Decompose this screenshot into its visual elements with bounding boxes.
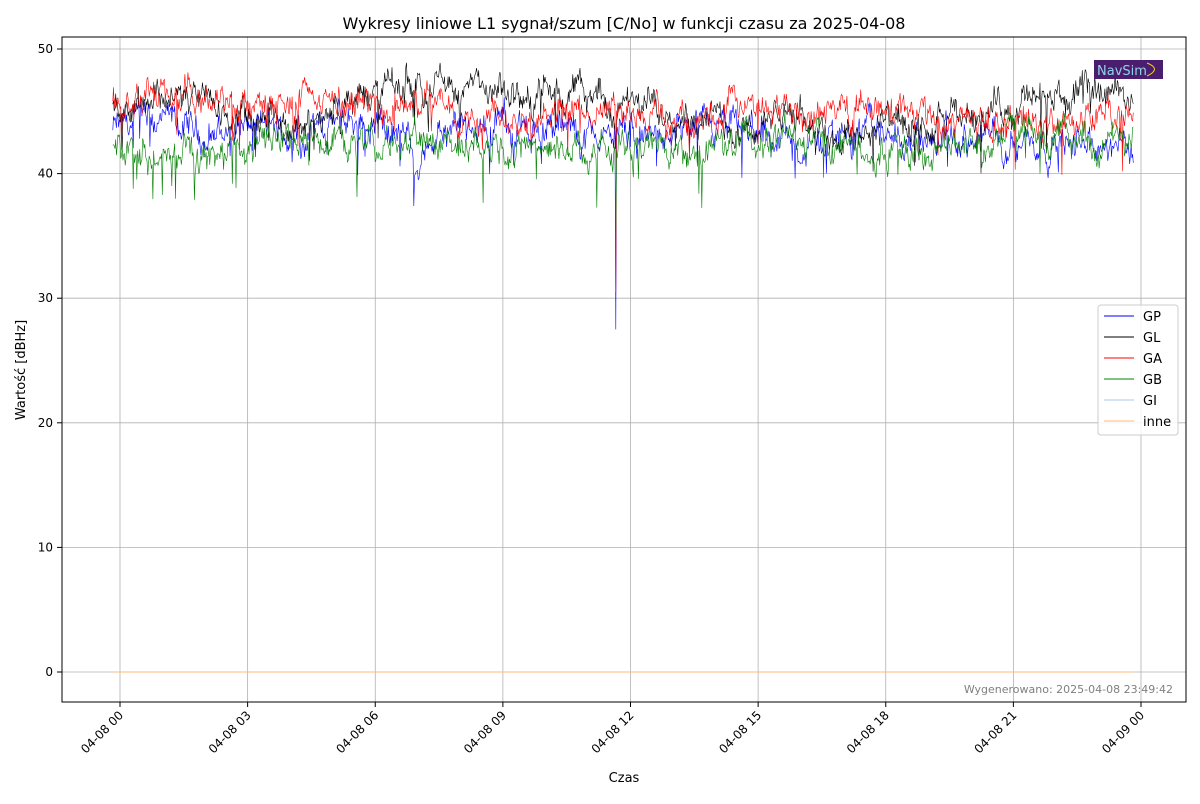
x-tick-label: 04-08 21: [971, 708, 1019, 756]
x-tick-label: 04-08 00: [78, 708, 126, 756]
legend-label: GI: [1143, 394, 1157, 409]
x-tick-label: 04-08 18: [844, 708, 892, 756]
x-tick-label: 04-08 15: [716, 708, 764, 756]
navsim-logo: NavSim: [1094, 60, 1163, 79]
plot-frame: [61, 36, 1187, 703]
series-line-ga: [112, 72, 1134, 293]
y-tick-label: 10: [38, 540, 53, 554]
x-tick-label: 04-08 09: [461, 708, 509, 756]
generated-annotation: Wygenerowano: 2025-04-08 23:49:42: [964, 683, 1173, 696]
series-lines: [112, 62, 1134, 673]
legend-label: GL: [1143, 331, 1161, 346]
y-axis-label: Wartość [dBHz]: [14, 320, 29, 420]
x-tick-label: 04-09 00: [1099, 708, 1147, 756]
y-tick-label: 0: [45, 665, 53, 679]
legend-label: GA: [1143, 352, 1162, 367]
series-line-gl: [112, 62, 1134, 174]
x-tick-label: 04-08 03: [206, 708, 254, 756]
chart-title: Wykresy liniowe L1 sygnał/szum [C/No] w …: [343, 14, 906, 33]
y-tick-label: 40: [38, 167, 53, 181]
svg-text:NavSim: NavSim: [1097, 64, 1147, 79]
y-tick-label: 20: [38, 416, 53, 430]
x-tick-label: 04-08 12: [589, 708, 637, 756]
legend: GP GL GA GB GI inne: [1097, 304, 1179, 436]
x-tick-label: 04-08 06: [333, 708, 381, 756]
x-axis-label: Czas: [609, 771, 640, 786]
legend-label: GB: [1143, 373, 1162, 388]
legend-label: GP: [1143, 310, 1161, 325]
y-tick-label: 30: [38, 291, 53, 305]
legend-label: inne: [1143, 415, 1171, 430]
series-line-gb: [112, 112, 1134, 236]
y-tick-label: 50: [38, 42, 53, 56]
